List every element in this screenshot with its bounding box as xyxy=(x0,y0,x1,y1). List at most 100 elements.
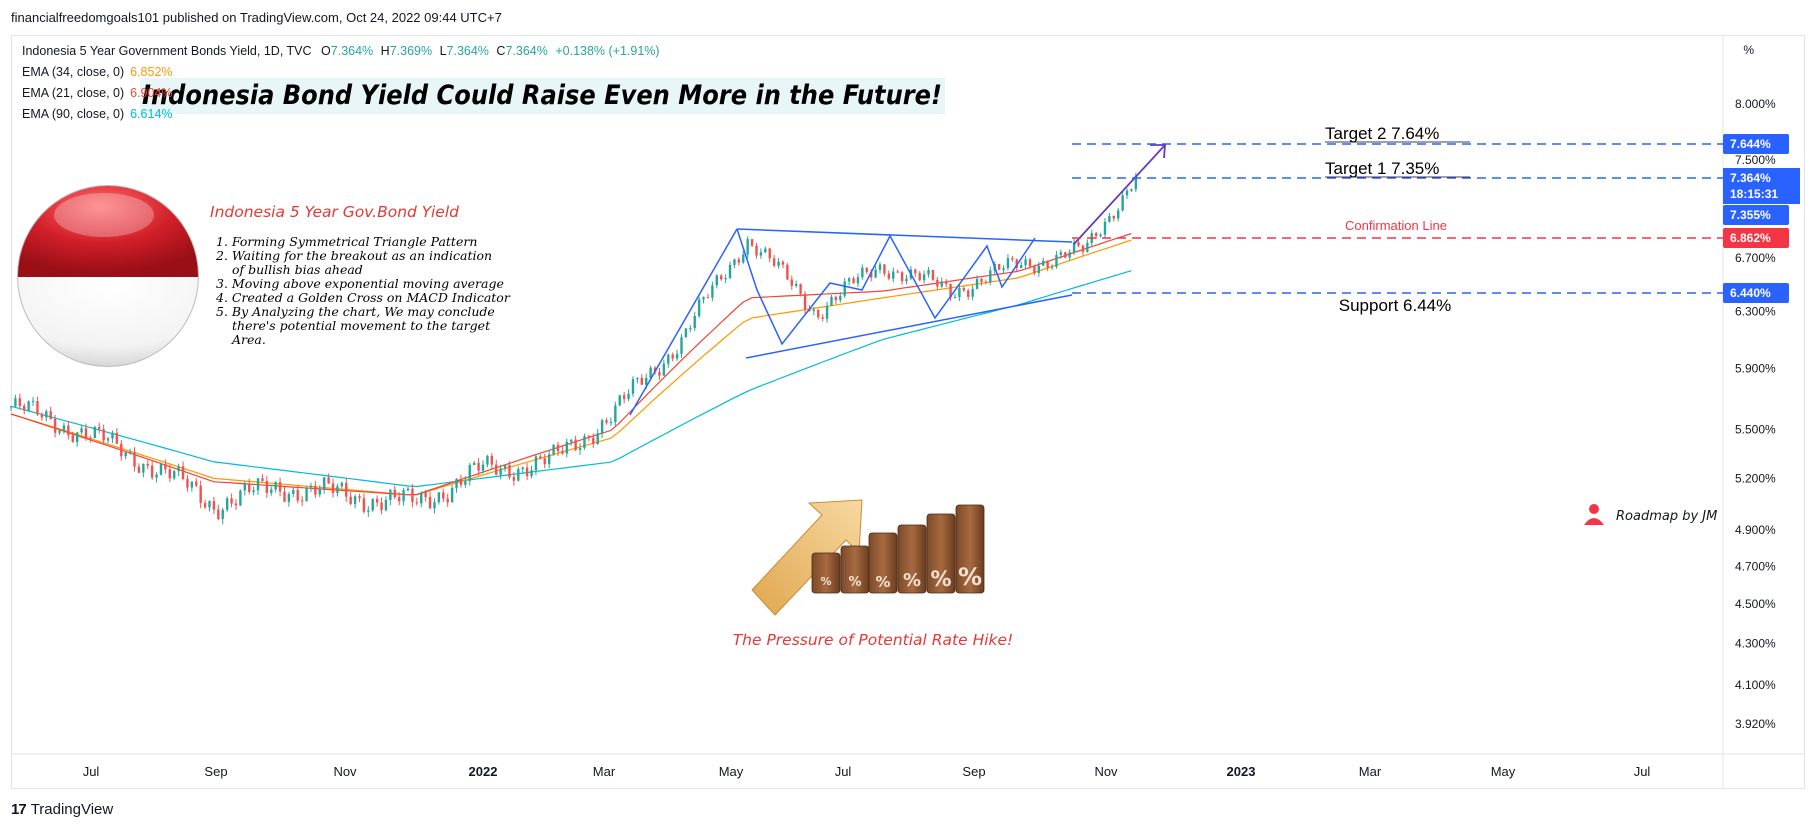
candle-body xyxy=(944,281,948,285)
svg-text:%: % xyxy=(930,567,951,591)
candle-body xyxy=(821,317,824,319)
candle-body xyxy=(636,377,639,380)
candle-body xyxy=(292,489,295,494)
candle-body xyxy=(450,487,454,503)
bullet-5: 5. By Analyzing the chart, We may conclu… xyxy=(216,304,495,319)
candle-body xyxy=(830,296,833,306)
candle-body xyxy=(75,432,79,443)
time-tick-label: Mar xyxy=(1359,764,1382,779)
candle-body xyxy=(750,239,754,246)
ohlc-open: 7.364% xyxy=(330,44,374,58)
candle-body xyxy=(997,264,1001,270)
candle-body xyxy=(1006,258,1010,269)
candle-body xyxy=(45,411,48,418)
candle-body xyxy=(742,254,745,263)
chart-frame[interactable] xyxy=(11,35,1805,789)
candle-body xyxy=(702,297,705,300)
candle-body xyxy=(199,485,202,504)
candle-body xyxy=(556,444,560,452)
candle-body xyxy=(375,498,379,503)
candle-body xyxy=(843,281,846,296)
candle-body xyxy=(495,464,498,475)
time-tick-label: 2023 xyxy=(1227,764,1256,779)
candle-body xyxy=(1121,195,1124,211)
candle-body xyxy=(975,278,979,289)
price-badges: 7.644% 7.364% 18:15:31 7.355% 6.862% 6.440% xyxy=(1723,134,1800,303)
candle-body xyxy=(962,288,966,291)
candle-body xyxy=(547,454,551,465)
candle-body xyxy=(120,443,123,457)
candle-body xyxy=(402,490,405,502)
candle-body xyxy=(318,488,321,495)
bullet-1: 1. Forming Symmetrical Triangle Pattern xyxy=(216,234,477,249)
candle-body xyxy=(168,469,172,479)
candle-body xyxy=(772,258,776,266)
candle-body xyxy=(512,477,516,481)
candle-body xyxy=(380,502,383,511)
candle-body xyxy=(442,492,445,499)
candle-body xyxy=(406,488,410,491)
price-tick-label: 3.920% xyxy=(1735,717,1776,731)
candle-body xyxy=(543,458,546,465)
triangle-upper-line[interactable] xyxy=(736,228,1073,243)
candle-body xyxy=(252,490,255,492)
candle-body xyxy=(1024,259,1027,266)
candle-body xyxy=(309,485,313,488)
candle-body xyxy=(1125,190,1129,196)
triangle-lower-line[interactable] xyxy=(745,294,1073,359)
candle-body xyxy=(71,435,74,443)
ema90-legend[interactable]: EMA (90, close, 0) 6.614% xyxy=(22,107,173,121)
candle-body xyxy=(958,288,961,298)
candle-body xyxy=(856,277,860,284)
time-tick-label: Jul xyxy=(83,764,100,779)
candle-body xyxy=(287,493,291,502)
candle-body xyxy=(424,492,427,498)
candle-body xyxy=(331,483,335,493)
bullet-2: 2. Waiting for the breakout as an indica… xyxy=(215,248,492,263)
candle-body xyxy=(1081,245,1085,252)
candle-body xyxy=(1059,252,1063,255)
candle-body xyxy=(283,491,286,502)
candle-body xyxy=(706,297,710,299)
pattern-leg-1[interactable] xyxy=(629,228,738,416)
candle-body xyxy=(221,509,224,519)
candle-body xyxy=(186,479,189,488)
ema34-value: 6.852% xyxy=(130,65,173,79)
time-tick-label: Nov xyxy=(1094,764,1118,779)
triangle-pattern[interactable] xyxy=(629,228,1073,416)
time-tick-label: May xyxy=(719,764,744,779)
symbol-legend[interactable]: Indonesia 5 Year Government Bonds Yield,… xyxy=(22,44,660,58)
candle-body xyxy=(914,269,917,274)
price-axis[interactable]: 8.000% 7.500% 6.700% 6.300% 5.900% 5.500% 5.20… xyxy=(1735,97,1776,731)
candle-body xyxy=(274,482,277,490)
price-badge xyxy=(1723,134,1789,154)
candle-body xyxy=(322,477,326,489)
pattern-zigzag[interactable] xyxy=(736,228,1036,346)
candle-body xyxy=(1011,258,1014,260)
candle-body xyxy=(847,278,851,282)
ema34-legend[interactable]: EMA (34, close, 0) 6.852% xyxy=(22,65,173,79)
candle-body xyxy=(627,393,630,399)
ema21-legend[interactable]: EMA (21, close, 0) 6.904% xyxy=(22,86,173,100)
time-axis[interactable]: Jul Sep Nov 2022 Mar May Jul Sep Nov 2023 Mar May Ju… xyxy=(83,764,1651,779)
candle-body xyxy=(1055,254,1058,267)
candle-body xyxy=(230,498,233,504)
candle-body xyxy=(248,483,251,492)
target-arrow[interactable] xyxy=(1073,144,1166,245)
candle-body xyxy=(1099,234,1102,237)
main-title: Indonesia Bond Yield Could Raise Even Mo… xyxy=(142,80,942,111)
candle-body xyxy=(587,436,591,438)
candle-body xyxy=(433,502,436,509)
candle-body xyxy=(371,498,374,511)
candle-body xyxy=(159,463,163,475)
candle-body xyxy=(980,278,983,282)
candle-body xyxy=(927,270,930,275)
candle-body xyxy=(89,437,92,439)
candle-body xyxy=(936,279,939,287)
candles xyxy=(9,172,1138,525)
candle-body xyxy=(684,328,688,338)
candle-body xyxy=(393,489,396,498)
candle-body xyxy=(984,281,988,283)
candle-body xyxy=(53,418,57,433)
